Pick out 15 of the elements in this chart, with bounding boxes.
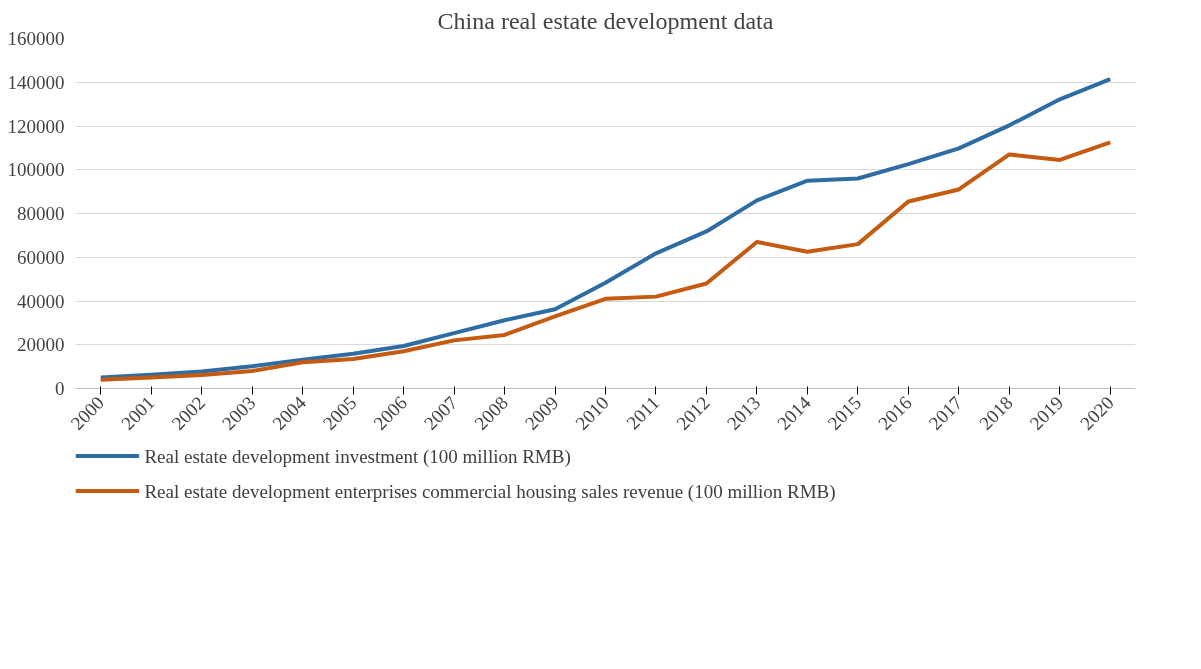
y-tick-label: 120000 xyxy=(7,115,65,137)
y-tick-label: 0 xyxy=(55,378,65,399)
y-tick-label: 140000 xyxy=(7,71,65,93)
legend-label: Real estate development investment (100 million RMB) xyxy=(144,445,571,468)
chart-title: China real estate development data xyxy=(437,7,774,34)
y-tick-label: 20000 xyxy=(17,334,65,356)
y-tick-label: 40000 xyxy=(17,290,65,312)
line-series xyxy=(98,77,1113,380)
line-series xyxy=(98,140,1113,382)
x-tick-label: 2011 xyxy=(622,392,664,434)
legend-label: Real estate development enterprises commercial housing sales revenue (100 million RMB) xyxy=(144,480,836,503)
y-tick-label: 60000 xyxy=(17,246,65,268)
y-tick-label: 100000 xyxy=(7,159,65,181)
y-tick-label: 80000 xyxy=(17,203,65,224)
y-tick-label: 160000 xyxy=(7,28,65,49)
